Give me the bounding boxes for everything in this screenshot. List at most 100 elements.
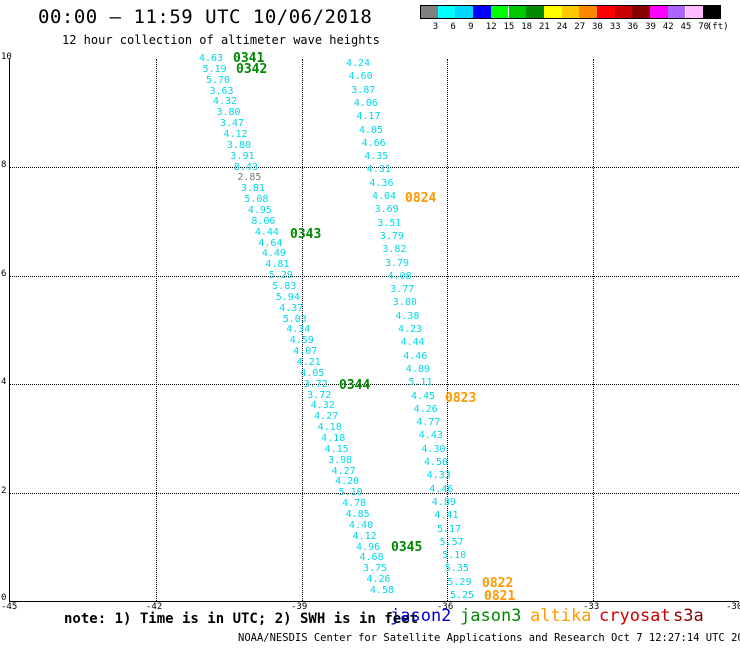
- map-title: 00:00 – 11:59 UTC 10/06/2018: [38, 6, 373, 28]
- color-scale-label: 9: [468, 22, 474, 32]
- wave-height-value: 4.45: [411, 390, 436, 402]
- y-axis-tick: 8: [1, 160, 7, 170]
- color-swatch: [561, 5, 580, 19]
- wave-height-value: 4.37: [279, 302, 304, 314]
- wave-height-value: 3.98: [328, 454, 353, 466]
- wave-height-value: 4.81: [265, 259, 290, 271]
- color-swatch: [667, 5, 686, 19]
- wave-height-value: 5.08: [244, 194, 269, 206]
- legend-item-s3a: s3a: [673, 606, 704, 626]
- wave-height-value: 4.26: [413, 403, 438, 415]
- legend-item-cryosat: cryosat: [599, 606, 671, 626]
- wave-height-value: 4.34: [286, 324, 311, 336]
- wave-height-value: 4.96: [356, 541, 381, 553]
- x-axis-tick: -39: [291, 602, 308, 612]
- color-scale-label: 24: [556, 22, 568, 32]
- color-swatch: [579, 5, 597, 19]
- wave-height-value: 4.23: [398, 324, 423, 335]
- pass-time-label: 0822: [482, 576, 514, 591]
- wave-height-value: 4.60: [348, 71, 373, 83]
- wave-height-value: 4.17: [356, 111, 381, 123]
- color-scale-label: 15: [503, 22, 515, 32]
- wave-height-value: 4.18: [321, 433, 346, 444]
- color-scale-label: 70: [698, 22, 710, 32]
- footer-note: note: 1) Time is in UTC; 2) SWH is in fe…: [64, 611, 419, 627]
- pass-time-label: 0824: [405, 191, 437, 206]
- wave-height-value: 4.41: [434, 510, 459, 522]
- y-axis-tick: 6: [1, 269, 7, 279]
- pass-time-label: 0341: [233, 51, 265, 66]
- wave-height-value: 5.94: [275, 291, 300, 303]
- y-axis-tick: 2: [1, 486, 7, 496]
- y-axis-tick: 10: [1, 52, 12, 62]
- wave-height-value: 5.29: [268, 270, 293, 282]
- pass-time-label: 0345: [391, 540, 423, 555]
- color-swatch: [632, 5, 651, 19]
- grid-line-horizontal: [10, 167, 739, 169]
- x-axis-tick: -30: [726, 602, 740, 612]
- wave-height-value: 3.63: [209, 85, 234, 97]
- color-scale-label: 12: [485, 22, 497, 32]
- color-scale-label: 42: [662, 22, 674, 32]
- wave-height-value: 4.89: [405, 363, 430, 375]
- wave-height-value: 4.44: [254, 226, 279, 238]
- wave-height-value: 5.10: [442, 550, 467, 562]
- wave-height-value: 5.03: [282, 313, 307, 325]
- pass-time-label: 0823: [445, 391, 477, 406]
- grid-line-horizontal: [10, 384, 739, 386]
- wave-height-value: 3.69: [374, 204, 399, 216]
- wave-height-value: 5.10: [338, 487, 363, 499]
- color-swatch: [455, 5, 474, 19]
- wave-height-value: 4.24: [346, 58, 371, 69]
- wave-height-value: 4.21: [296, 357, 321, 368]
- wave-height-value: 4.12: [352, 530, 377, 542]
- wave-height-value: 5.25: [450, 590, 475, 601]
- wave-height-value: 3.79: [379, 230, 404, 242]
- wave-height-value: 4.46: [429, 483, 454, 495]
- wave-height-value: 5.70: [205, 74, 231, 86]
- color-swatch: [703, 5, 721, 19]
- color-scale-label: 27: [574, 22, 586, 32]
- grid-line-vertical: [447, 59, 449, 601]
- color-scale-label: 45: [680, 22, 692, 32]
- wave-height-value: 4.07: [293, 346, 318, 358]
- color-swatch: [473, 5, 491, 19]
- wave-height-value: 4.40: [349, 519, 374, 531]
- wave-height-value: 8.06: [251, 215, 276, 227]
- wave-height-value: 4.77: [416, 417, 441, 429]
- grid-line-vertical: [155, 59, 157, 601]
- wave-height-value: 4.05: [300, 367, 325, 379]
- credit-line: NOAA/NESDIS Center for Satellite Applica…: [238, 632, 740, 644]
- wave-height-value: 3.81: [240, 183, 265, 195]
- color-scale-label: 30: [592, 22, 603, 32]
- legend-item-jason2: jason2: [390, 606, 452, 626]
- grid-line-vertical: [301, 59, 303, 601]
- wave-height-value: 3.79: [385, 257, 410, 269]
- wave-height-value: 4.32: [310, 400, 335, 412]
- wave-height-value: 5.29: [447, 576, 472, 588]
- color-scale-label: 6: [450, 22, 456, 32]
- wave-height-value: 4.08: [387, 270, 412, 282]
- color-swatch: [526, 5, 544, 19]
- grid-line-vertical: [593, 59, 595, 601]
- wave-height-value: 4.36: [369, 177, 394, 189]
- color-scale-label: 18: [521, 22, 533, 32]
- wave-height-value: 4.64: [258, 237, 283, 249]
- wave-height-value: 3.80: [226, 139, 251, 151]
- x-axis-tick: -33: [583, 602, 600, 612]
- map-plot-area: [9, 59, 739, 602]
- x-axis-tick: -45: [1, 602, 18, 612]
- wave-height-value: 4.04: [372, 191, 397, 202]
- y-axis-tick: 0: [1, 593, 7, 603]
- x-axis-tick: -42: [146, 602, 163, 612]
- wave-height-value: 4.06: [353, 97, 378, 109]
- wave-height-value: 4.26: [366, 574, 391, 586]
- x-axis-tick: -36: [437, 602, 454, 612]
- wave-height-value: 4.78: [342, 498, 367, 510]
- pass-time-label: 0344: [339, 378, 371, 393]
- color-swatch: [685, 5, 704, 19]
- grid-line-horizontal: [10, 492, 739, 494]
- wave-height-value: 4.32: [212, 96, 238, 108]
- y-axis-tick: 4: [1, 377, 7, 387]
- wave-height-value: 5.35: [444, 563, 469, 575]
